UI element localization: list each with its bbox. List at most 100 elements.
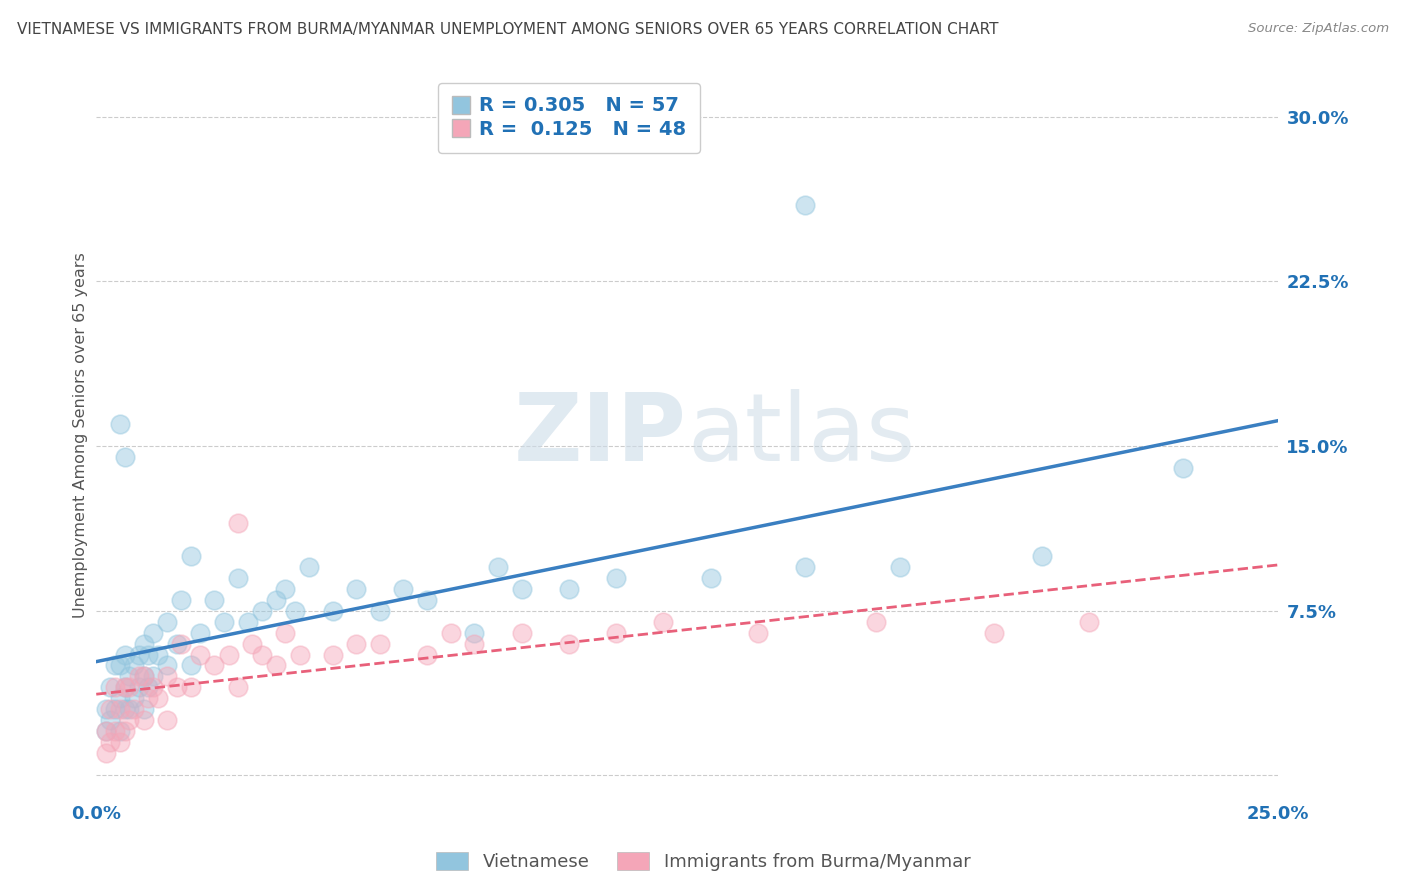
Point [122, 702, 145, 716]
Point [128, 669, 150, 683]
Point [368, 604, 391, 618]
Point [132, 669, 155, 683]
Point [166, 636, 188, 650]
Point [558, 636, 581, 650]
Point [188, 625, 211, 640]
Point [114, 681, 136, 695]
Point [180, 549, 202, 563]
Point [118, 714, 141, 728]
Point [274, 582, 297, 596]
Point [510, 625, 533, 640]
Point [156, 615, 179, 629]
Point [322, 648, 344, 662]
Point [226, 681, 249, 695]
Point [156, 714, 179, 728]
Point [250, 604, 273, 618]
Point [94, 746, 117, 760]
Point [794, 559, 817, 574]
Y-axis label: Unemployment Among Seniors over 65 years: Unemployment Among Seniors over 65 years [73, 252, 89, 618]
Point [264, 592, 287, 607]
Point [188, 648, 211, 662]
Point [416, 648, 439, 662]
Point [146, 648, 169, 662]
Point [889, 559, 911, 574]
Point [344, 636, 367, 650]
Point [700, 571, 723, 585]
Point [100, 702, 122, 716]
Point [108, 735, 131, 749]
Point [170, 592, 193, 607]
Point [146, 691, 169, 706]
Point [142, 681, 165, 695]
Point [142, 625, 165, 640]
Point [128, 681, 150, 695]
Point [100, 681, 122, 695]
Point [180, 681, 202, 695]
Point [392, 582, 415, 596]
Point [166, 681, 188, 695]
Point [122, 691, 145, 706]
Point [202, 592, 225, 607]
Point [108, 417, 131, 431]
Point [226, 571, 249, 585]
Point [104, 681, 127, 695]
Point [558, 582, 581, 596]
Point [118, 681, 141, 695]
Point [94, 724, 117, 739]
Point [865, 615, 887, 629]
Text: ZIP: ZIP [515, 389, 688, 481]
Legend: Vietnamese, Immigrants from Burma/Myanmar: Vietnamese, Immigrants from Burma/Myanma… [429, 846, 977, 879]
Point [416, 592, 439, 607]
Point [156, 669, 179, 683]
Point [94, 702, 117, 716]
Point [114, 702, 136, 716]
Point [250, 648, 273, 662]
Point [94, 724, 117, 739]
Point [274, 625, 297, 640]
Point [104, 702, 127, 716]
Point [104, 658, 127, 673]
Point [463, 625, 485, 640]
Text: VIETNAMESE VS IMMIGRANTS FROM BURMA/MYANMAR UNEMPLOYMENT AMONG SENIORS OVER 65 Y: VIETNAMESE VS IMMIGRANTS FROM BURMA/MYAN… [17, 22, 998, 37]
Point [747, 625, 769, 640]
Point [114, 648, 136, 662]
Point [794, 197, 817, 211]
Point [122, 658, 145, 673]
Point [652, 615, 675, 629]
Point [440, 625, 463, 640]
Point [202, 658, 225, 673]
Point [180, 658, 202, 673]
Point [128, 648, 150, 662]
Point [132, 702, 155, 716]
Point [118, 702, 141, 716]
Point [368, 636, 391, 650]
Point [114, 681, 136, 695]
Point [136, 648, 159, 662]
Point [114, 450, 136, 464]
Point [118, 669, 141, 683]
Point [132, 636, 155, 650]
Point [1031, 549, 1053, 563]
Point [100, 714, 122, 728]
Point [142, 669, 165, 683]
Point [132, 714, 155, 728]
Point [108, 658, 131, 673]
Point [114, 724, 136, 739]
Point [510, 582, 533, 596]
Point [605, 571, 627, 585]
Point [132, 669, 155, 683]
Point [136, 691, 159, 706]
Point [298, 559, 321, 574]
Point [104, 724, 127, 739]
Point [236, 615, 259, 629]
Point [170, 636, 193, 650]
Point [322, 604, 344, 618]
Point [136, 681, 159, 695]
Point [284, 604, 307, 618]
Point [226, 516, 249, 530]
Point [288, 648, 311, 662]
Point [1173, 461, 1195, 475]
Point [983, 625, 1005, 640]
Point [108, 691, 131, 706]
Point [463, 636, 485, 650]
